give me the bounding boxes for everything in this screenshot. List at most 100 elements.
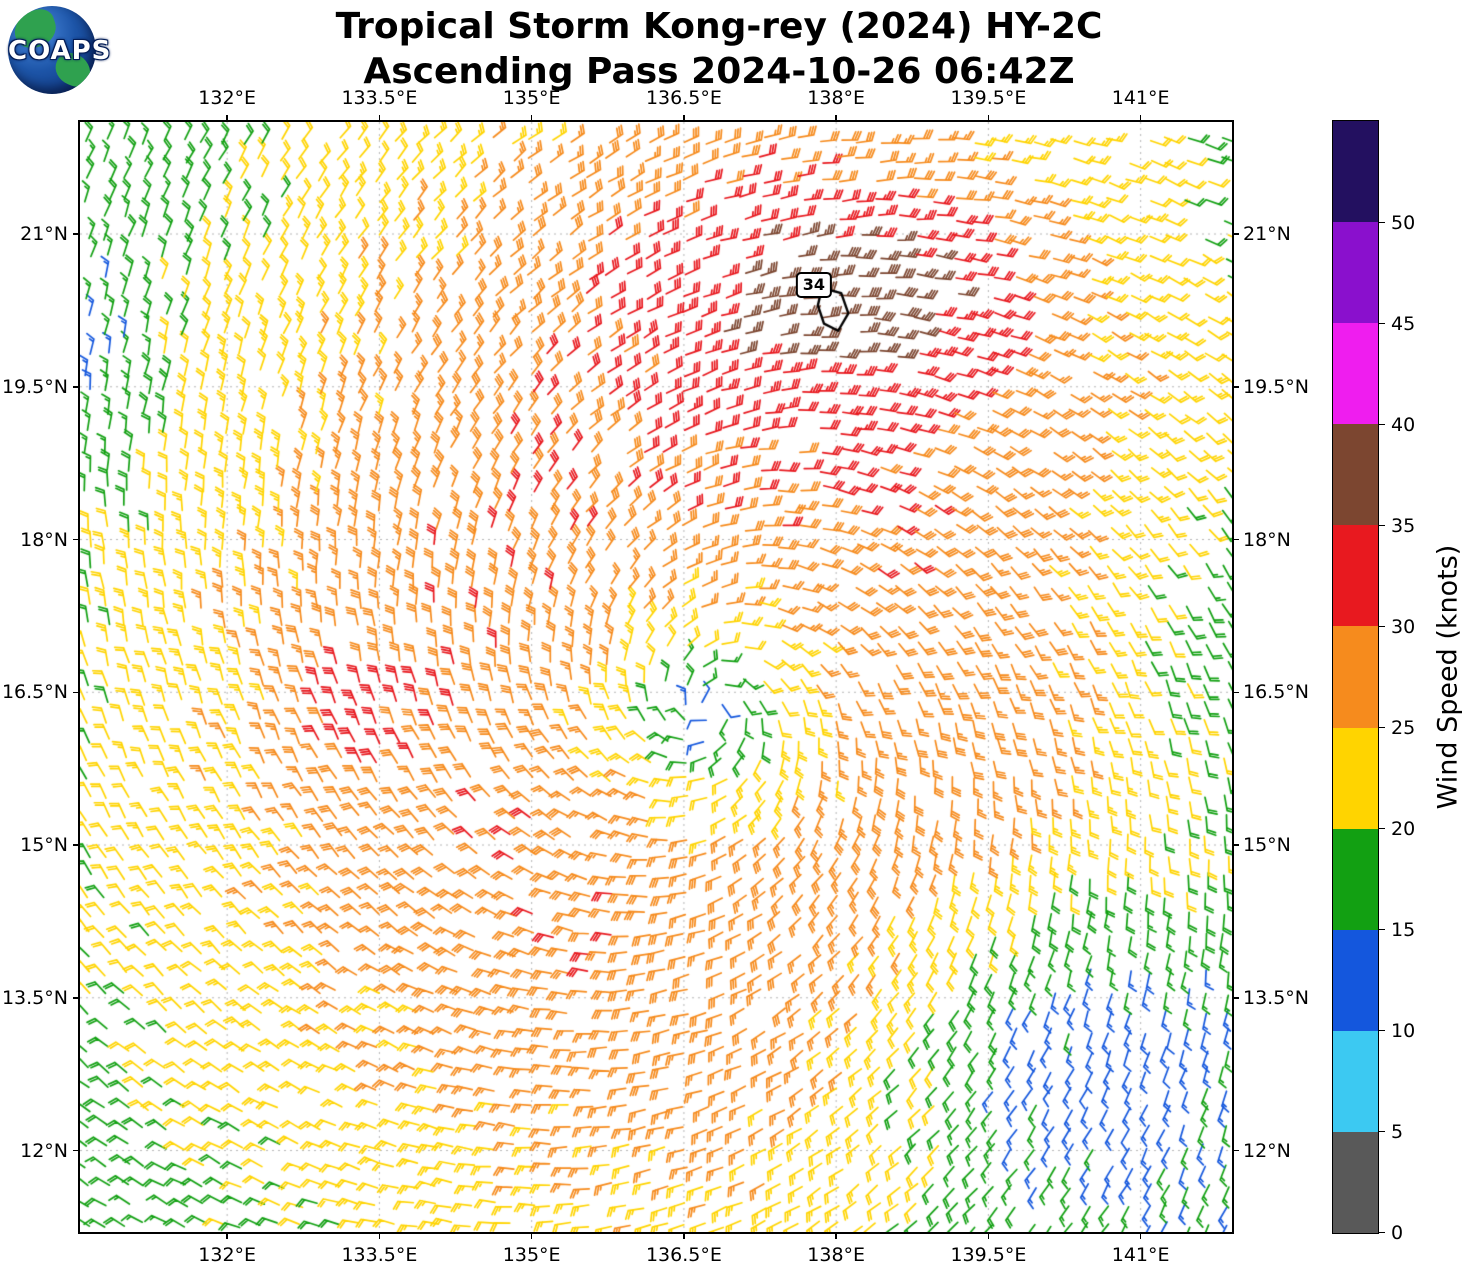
colorbar-tick-mark xyxy=(1379,625,1385,628)
y-tick-mark-left xyxy=(73,844,80,846)
colorbar-title: Wind Speed (knots) xyxy=(1432,544,1464,810)
y-tick-mark-left xyxy=(73,997,80,999)
colorbar-tick-mark xyxy=(1379,524,1385,527)
lon-tick-label-top: 138°E xyxy=(807,87,866,109)
colorbar-tick-mark xyxy=(1379,1130,1385,1133)
lat-tick-label-left: 19.5°N xyxy=(1,375,68,398)
x-tick-mark-top xyxy=(683,115,685,122)
colorbar-tick-mark xyxy=(1379,726,1385,729)
lon-tick-label-bottom: 138°E xyxy=(807,1244,866,1266)
lat-tick-label-right: 13.5°N xyxy=(1243,986,1310,1009)
y-tick-mark-left xyxy=(73,691,80,694)
lat-tick-label-left: 18°N xyxy=(20,528,68,551)
y-tick-mark-left xyxy=(73,386,80,388)
lon-tick-label-top: 139.5°E xyxy=(950,87,1027,109)
colorbar-tick-mark xyxy=(1379,928,1385,931)
y-tick-mark-right xyxy=(1232,233,1239,235)
x-tick-mark-top xyxy=(530,115,533,122)
lat-tick-label-right: 19.5°N xyxy=(1243,375,1310,398)
y-tick-mark-left xyxy=(73,538,80,541)
lat-tick-label-left: 15°N xyxy=(20,834,68,857)
x-tick-mark-top xyxy=(987,115,990,122)
lat-tick-label-right: 12°N xyxy=(1243,1139,1291,1162)
title-line-1: Tropical Storm Kong-rey (2024) HY-2C xyxy=(335,6,1103,47)
colorbar-tick-label: 50 xyxy=(1391,211,1416,234)
y-tick-mark-right xyxy=(1232,997,1239,999)
colorbar-bin-45-50 xyxy=(1333,222,1378,324)
x-tick-mark-bottom xyxy=(1139,1232,1142,1239)
globe-icon xyxy=(8,6,96,94)
colorbar-tick-mark xyxy=(1379,322,1385,325)
colorbar-tick-label: 30 xyxy=(1391,615,1416,638)
colorbar-tick-label: 10 xyxy=(1391,1019,1416,1042)
colorbar-tick-mark xyxy=(1379,423,1385,426)
colorbar-bin-5-10 xyxy=(1333,1030,1378,1132)
colorbar-bin-10-15 xyxy=(1333,929,1378,1031)
x-tick-mark-top xyxy=(378,115,381,122)
y-tick-mark-right xyxy=(1232,538,1239,541)
y-tick-mark-right xyxy=(1232,1149,1239,1152)
y-tick-mark-left xyxy=(73,233,80,235)
lon-tick-label-bottom: 133.5°E xyxy=(341,1244,418,1266)
colorbar-bin-40-45 xyxy=(1333,323,1378,425)
title-line-2: Ascending Pass 2024-10-26 06:42Z xyxy=(363,51,1075,92)
lon-tick-label-top: 141°E xyxy=(1111,87,1170,109)
lon-tick-label-top: 133.5°E xyxy=(341,87,418,109)
colorbar-bin-20-25 xyxy=(1333,727,1378,829)
colorbar-tick-label: 35 xyxy=(1391,514,1416,537)
colorbar-tick-label: 0 xyxy=(1391,1221,1404,1244)
lat-tick-label-left: 21°N xyxy=(20,223,68,246)
colorbar-tick-label: 15 xyxy=(1391,918,1416,941)
x-tick-mark-bottom xyxy=(987,1232,990,1239)
x-tick-mark-bottom xyxy=(378,1232,381,1239)
lat-tick-label-left: 16.5°N xyxy=(1,681,68,704)
lat-tick-label-right: 21°N xyxy=(1243,223,1291,246)
lat-tick-label-right: 18°N xyxy=(1243,528,1291,551)
x-tick-mark-top xyxy=(226,115,228,122)
x-tick-mark-bottom xyxy=(530,1232,533,1239)
colorbar-tick-mark xyxy=(1379,1029,1385,1032)
colorbar-bin-25-30 xyxy=(1333,626,1378,728)
colorbar-tick-mark xyxy=(1379,221,1385,224)
colorbar-tick-label: 25 xyxy=(1391,716,1416,739)
colorbar-tick-label: 45 xyxy=(1391,312,1416,335)
x-tick-mark-top xyxy=(1139,115,1142,122)
lon-tick-label-top: 132°E xyxy=(198,87,257,109)
colorbar-bin-35-40 xyxy=(1333,424,1378,526)
colorbar-tick-label: 40 xyxy=(1391,413,1416,436)
x-tick-mark-bottom xyxy=(226,1232,228,1239)
lon-tick-label-top: 136.5°E xyxy=(645,87,722,109)
y-tick-mark-right xyxy=(1232,691,1239,694)
y-tick-mark-right xyxy=(1232,386,1239,388)
x-tick-mark-bottom xyxy=(683,1232,685,1239)
y-tick-mark-right xyxy=(1232,844,1239,846)
contour-34kt-label: 34 xyxy=(795,271,832,298)
colorbar-bin-0-5 xyxy=(1333,1131,1378,1234)
lon-tick-label-bottom: 132°E xyxy=(198,1244,257,1266)
colorbar-tick-mark xyxy=(1379,827,1385,830)
lon-tick-label-bottom: 141°E xyxy=(1111,1244,1170,1266)
colorbar-bin-15-20 xyxy=(1333,828,1378,930)
x-tick-mark-top xyxy=(835,115,837,122)
lon-tick-label-bottom: 135°E xyxy=(502,1244,561,1266)
colorbar-bin-50-55 xyxy=(1333,121,1378,223)
figure-title: Tropical Storm Kong-rey (2024) HY-2C Asc… xyxy=(0,4,1438,94)
lat-tick-label-right: 16.5°N xyxy=(1243,681,1310,704)
colorbar-tick-label: 5 xyxy=(1391,1120,1404,1143)
coaps-logo: COAPS xyxy=(8,6,112,94)
lat-tick-label-left: 12°N xyxy=(20,1139,68,1162)
coaps-logo-text: COAPS xyxy=(8,36,112,66)
colorbar-tick-label: 20 xyxy=(1391,817,1416,840)
colorbar-bin-30-35 xyxy=(1333,525,1378,627)
lon-tick-label-top: 135°E xyxy=(502,87,561,109)
colorbar-tick-mark xyxy=(1379,1231,1385,1234)
lon-tick-label-bottom: 139.5°E xyxy=(950,1244,1027,1266)
map-plot-area: 34 xyxy=(78,120,1234,1234)
wind-barb-canvas xyxy=(80,122,1232,1232)
colorbar xyxy=(1332,120,1379,1234)
lon-tick-label-bottom: 136.5°E xyxy=(645,1244,722,1266)
lat-tick-label-right: 15°N xyxy=(1243,834,1291,857)
x-tick-mark-bottom xyxy=(835,1232,837,1239)
lat-tick-label-left: 13.5°N xyxy=(1,986,68,1009)
